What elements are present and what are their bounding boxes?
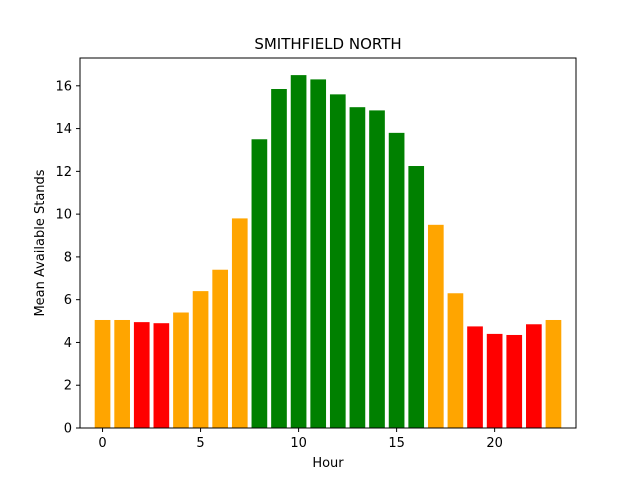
bar-hour-5 bbox=[192, 291, 209, 428]
bar-hour-22 bbox=[526, 324, 542, 428]
bar-hour-21 bbox=[506, 334, 523, 428]
bar-hour-9 bbox=[271, 89, 287, 428]
bars-group bbox=[94, 75, 562, 429]
bar-hour-20 bbox=[486, 333, 503, 428]
x-tick-label: 15 bbox=[388, 436, 405, 451]
y-axis-ticks: 0 2 4 6 8 10 12 14 16 bbox=[55, 79, 80, 437]
bar-hour-12 bbox=[329, 94, 346, 429]
x-tick-label: 5 bbox=[196, 436, 204, 451]
bar-hour-23 bbox=[545, 319, 562, 428]
bar-hour-19 bbox=[467, 326, 483, 428]
plot-area-frame bbox=[79, 57, 577, 429]
x-tick-label: 20 bbox=[486, 436, 503, 451]
x-tick-label: 10 bbox=[290, 436, 307, 451]
bar-hour-8 bbox=[251, 139, 268, 428]
y-tick-label: 0 bbox=[64, 422, 72, 437]
bar-hour-14 bbox=[369, 110, 385, 429]
bar-hour-7 bbox=[231, 218, 248, 428]
y-axis-label: Mean Available Stands bbox=[33, 169, 48, 316]
bar-hour-18 bbox=[447, 293, 464, 428]
y-tick-label: 6 bbox=[64, 293, 72, 308]
y-tick-label: 10 bbox=[55, 208, 72, 223]
bar-hour-10 bbox=[290, 75, 307, 429]
y-tick-label: 4 bbox=[64, 336, 72, 351]
bar-hour-16 bbox=[408, 166, 425, 428]
bar-hour-0 bbox=[94, 319, 111, 428]
bar-hour-11 bbox=[310, 79, 327, 428]
bar-hour-15 bbox=[388, 132, 405, 429]
bar-hour-2 bbox=[133, 322, 150, 428]
bar-hour-4 bbox=[173, 312, 189, 428]
bar-hour-13 bbox=[349, 107, 366, 428]
y-tick-label: 2 bbox=[64, 379, 72, 394]
y-tick-label: 16 bbox=[55, 79, 72, 94]
y-tick-label: 8 bbox=[64, 250, 72, 265]
bar-hour-17 bbox=[427, 224, 444, 428]
x-axis-label: Hour bbox=[312, 456, 344, 471]
x-axis-ticks: 0 5 10 15 20 bbox=[98, 428, 503, 451]
y-tick-label: 12 bbox=[55, 165, 72, 180]
x-tick-label: 0 bbox=[98, 436, 106, 451]
y-tick-label: 14 bbox=[55, 122, 72, 137]
bar-hour-1 bbox=[114, 319, 130, 428]
chart-title: SMITHFIELD NORTH bbox=[254, 35, 401, 53]
bar-hour-3 bbox=[153, 323, 170, 428]
bar-hour-6 bbox=[212, 269, 229, 428]
